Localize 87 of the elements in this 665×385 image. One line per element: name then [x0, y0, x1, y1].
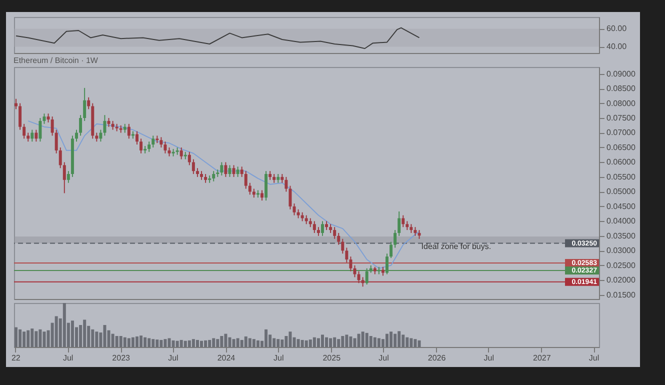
candlestick [248, 182, 252, 196]
x-tick-label: 2025 [322, 354, 342, 362]
candlestick [402, 214, 405, 228]
candlestick [284, 176, 288, 192]
chart-title: Ethereum / Bitcoin · 1W [14, 56, 98, 65]
candlestick [152, 135, 155, 148]
candlestick [212, 170, 216, 182]
candlestick [192, 158, 195, 175]
candlestick [264, 170, 268, 202]
candlestick [75, 129, 78, 142]
annotation: Ideal zone for buys. [421, 242, 492, 252]
y-tick-label: 0.07000 [606, 128, 636, 138]
candlestick [50, 116, 54, 136]
y-tick-label: 0.05500 [606, 172, 636, 182]
y-tick-label: 60.00 [606, 24, 628, 34]
line-series [16, 27, 420, 49]
y-tick-label: 0.08000 [606, 98, 636, 108]
candlestick [58, 146, 62, 169]
candlestick [22, 123, 26, 140]
x-tick-label: 2024 [217, 354, 236, 362]
candlestick [62, 162, 66, 194]
candlestick [398, 210, 401, 236]
y-tick-label: 0.06000 [606, 158, 636, 167]
candlestick [79, 114, 82, 136]
y-tick-label: 0.04000 [606, 216, 636, 226]
candlestick [135, 130, 138, 146]
candlestick [240, 166, 244, 178]
y-tick-label: 0.06500 [606, 142, 636, 152]
candlestick [320, 220, 324, 236]
candlestick [42, 113, 46, 124]
x-tick-label: 22 [11, 354, 21, 362]
candlestick [224, 162, 228, 178]
y-tick-label: 0.03000 [606, 246, 636, 256]
y-tick-label: 0.08500 [606, 84, 636, 94]
candlestick [228, 164, 232, 178]
y-tick-label: 0.03500 [606, 231, 636, 240]
candlestick [353, 264, 356, 278]
candlestick [99, 129, 102, 142]
candlestick [220, 162, 224, 176]
x-tick-label: 2027 [532, 354, 552, 362]
candlestick [244, 170, 248, 190]
y-tick-label: 0.07500 [606, 114, 636, 122]
candlestick [341, 238, 344, 254]
candlestick [394, 230, 397, 248]
candlestick [349, 256, 352, 272]
candlestick [38, 118, 42, 142]
candlestick [345, 247, 348, 263]
x-tick-label: Jul [274, 354, 284, 362]
candlestick [288, 185, 292, 210]
candlestick [54, 129, 58, 154]
x-tick-label: Jul [484, 354, 494, 362]
y-tick-label: 0.02000 [606, 276, 636, 285]
candlestick [164, 141, 167, 154]
y-tick-label: 0.04500 [606, 202, 636, 211]
y-tick-label: 0.01500 [606, 290, 636, 300]
candlestick [160, 136, 163, 148]
x-tick-label: Jul [62, 354, 74, 362]
candlestick [312, 220, 316, 234]
candlestick [390, 241, 393, 259]
x-tick-label: Jul [588, 354, 600, 362]
candlestick [66, 170, 70, 184]
candlestick [292, 202, 296, 216]
x-tick-label: 2026 [428, 354, 446, 362]
candlestick [180, 146, 183, 160]
x-tick-label: 2023 [112, 354, 131, 362]
candlestick [18, 102, 22, 130]
candlestick [260, 190, 264, 202]
candlestick [148, 141, 151, 152]
x-tick-label: Jul [378, 354, 390, 362]
candlestick [140, 138, 143, 154]
y-tick-label: 0.09000 [606, 69, 636, 78]
candlestick [188, 151, 191, 166]
candlestick [337, 232, 340, 246]
candlestick [236, 166, 240, 178]
candlestick [103, 114, 106, 136]
y-tick-label: 40.00 [606, 42, 628, 52]
candlestick [83, 87, 86, 122]
candlestick [30, 129, 34, 142]
y-tick-label: 0.05000 [606, 187, 636, 196]
line-series [28, 120, 420, 269]
candlestick [127, 123, 130, 140]
x-tick-label: Jul [168, 354, 179, 362]
candlestick [333, 226, 336, 240]
candlestick [232, 164, 236, 178]
candlestick [87, 96, 90, 110]
y-tick-label: 0.02500 [606, 260, 636, 270]
candlestick [34, 129, 38, 142]
